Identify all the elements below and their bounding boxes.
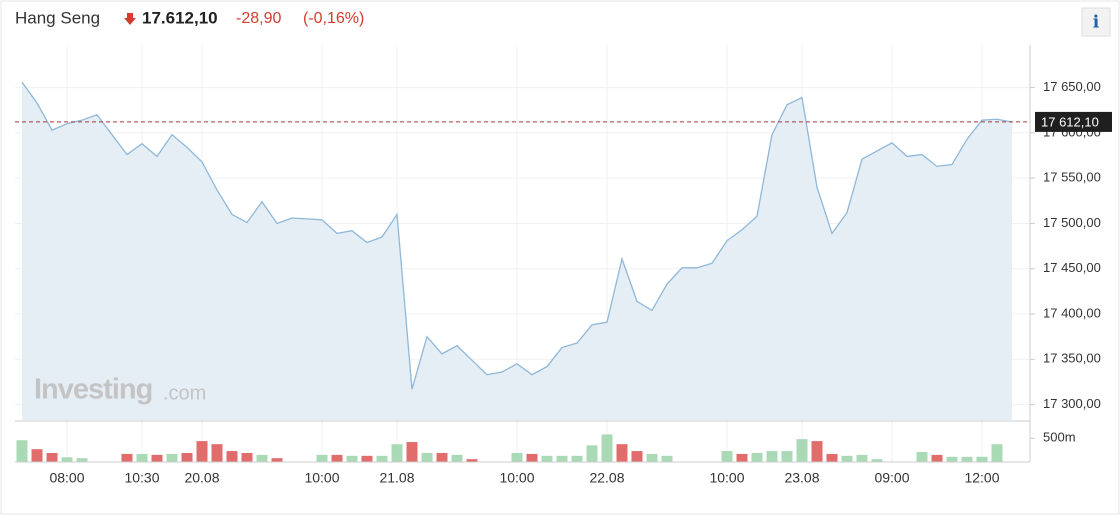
volume-bar <box>946 456 958 462</box>
volume-bar <box>166 453 178 462</box>
volume-bar <box>271 458 283 462</box>
volume-bar <box>511 452 523 462</box>
line <box>21 81 1013 390</box>
info-icon[interactable]: i <box>1093 13 1100 33</box>
x-tick-label: 09:00 <box>874 470 909 486</box>
volume-bar <box>181 452 193 462</box>
change-pct: (-0,16%) <box>303 10 364 27</box>
volume-bar <box>841 455 853 462</box>
volume-bar <box>796 439 808 462</box>
volume-bar <box>331 454 343 462</box>
volume-bar <box>136 453 148 462</box>
y-tick-label: 17 650,00 <box>1043 79 1101 94</box>
volume-bar <box>346 455 358 462</box>
volume-bar <box>556 455 568 462</box>
volume-bar <box>826 453 838 462</box>
volume-bar <box>421 452 433 462</box>
volume-bar <box>751 452 763 462</box>
volume-bar <box>646 453 658 462</box>
volume-bar <box>601 434 613 462</box>
last-price-marker <box>1035 111 1112 132</box>
watermark: Investing .com <box>34 374 206 406</box>
down-arrow <box>124 13 136 25</box>
last-price-label: 17 612,10 <box>1041 114 1099 129</box>
volume-bar <box>151 454 163 462</box>
x-tick-label: 21.08 <box>379 470 414 486</box>
x-tick-label: 10:00 <box>304 470 339 486</box>
x-tick-label: 20.08 <box>184 470 219 486</box>
y-tick-label: 17 500,00 <box>1043 215 1101 230</box>
info-button[interactable] <box>1081 7 1111 37</box>
change: -28,90 <box>236 10 281 27</box>
volume-bar <box>736 453 748 462</box>
volume-bar <box>961 456 973 462</box>
y-tick-label: 17 550,00 <box>1043 170 1101 185</box>
volume-bar <box>436 452 448 462</box>
y-tick-label: 17 400,00 <box>1043 305 1101 320</box>
volume-bar <box>766 451 778 462</box>
volume-bar <box>226 451 238 462</box>
volume-bar <box>46 452 58 462</box>
volume-bar <box>871 459 883 462</box>
volume-bar <box>991 444 1003 462</box>
volume-bar <box>916 452 928 462</box>
volume-bar <box>391 444 403 462</box>
volume-bar <box>856 454 868 462</box>
volume-bar <box>76 458 88 462</box>
x-tick-label: 23.08 <box>784 470 819 486</box>
volume-bar <box>16 440 28 462</box>
watermark-suffix: .com <box>163 382 206 404</box>
volume-bar <box>466 459 478 462</box>
volume-bar <box>586 445 598 462</box>
volume-bar <box>241 452 253 462</box>
x-tick-label: 10:30 <box>124 470 159 486</box>
volume-bar <box>316 454 328 462</box>
x-tick-label: 22.08 <box>589 470 624 486</box>
x-tick-label: 10:00 <box>499 470 534 486</box>
y-tick-label: 17 350,00 <box>1043 351 1101 366</box>
volume-bar <box>811 441 823 462</box>
volume-bar <box>526 453 538 462</box>
volume-bar <box>361 455 373 462</box>
volume-bar <box>451 454 463 462</box>
watermark-brand: Investing <box>34 374 152 406</box>
volume-bar <box>661 455 673 462</box>
x-tick-label: 12:00 <box>964 470 999 486</box>
area <box>22 82 1012 420</box>
volume-bar <box>781 451 793 462</box>
price: 17.612,10 <box>142 8 218 27</box>
volume-bar <box>376 455 388 462</box>
volume-bar <box>196 441 208 462</box>
volume-bar <box>571 455 583 462</box>
volume-bar <box>631 451 643 462</box>
volume-bar <box>31 449 43 462</box>
volume-bar <box>406 442 418 462</box>
volume-bar <box>721 451 733 462</box>
volume-bar <box>976 456 988 462</box>
index-name: Hang Seng <box>15 8 100 27</box>
volume-bar <box>616 444 628 462</box>
y-tick-label: 500m <box>1043 430 1076 445</box>
x-tick-label: 08:00 <box>49 470 84 486</box>
volume-bar <box>121 453 133 462</box>
y-tick-label: 17 450,00 <box>1043 260 1101 275</box>
volume-bar <box>256 454 268 462</box>
volume-bar <box>931 454 943 462</box>
volume-bar <box>211 444 223 462</box>
x-tick-label: 10:00 <box>709 470 744 486</box>
volume-bar <box>61 457 73 462</box>
y-tick-label: 17 300,00 <box>1043 396 1101 411</box>
volume-bar <box>541 455 553 462</box>
